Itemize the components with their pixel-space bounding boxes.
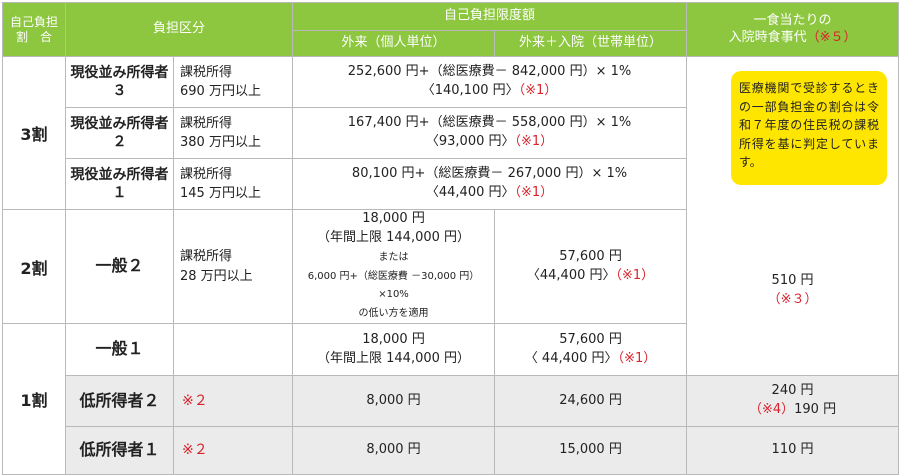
meal-low-income-1: 110 円	[686, 426, 900, 475]
header-category: 負担区分	[64, 2, 294, 57]
ratio-2: 2割	[2, 208, 66, 325]
both-low-income-2: 24,600 円	[494, 375, 688, 428]
note-low-income-2: ※２	[172, 375, 294, 428]
outpatient-low-income-1: 8,000 円	[292, 426, 496, 475]
both-ippan-1: 57,600 円〈 44,400 円〉（※1）	[494, 323, 688, 377]
outpatient-ippan-2: 18,000 円 （年間上限 144,000 円） または 6,000 円+（総…	[292, 208, 496, 325]
condition-genekinami-3: 課税所得 690 万円以上	[172, 56, 294, 108]
category-ippan-2: 一般２	[65, 208, 174, 325]
limit-genekinami-2: 167,400 円+（総医療費－ 558,000 円）× 1% 〈93,000 円…	[292, 107, 688, 159]
both-low-income-1: 15,000 円	[494, 426, 688, 475]
limit-genekinami-3: 252,600 円+（総医療費－ 842,000 円）× 1% 〈140,100 …	[292, 56, 688, 108]
outpatient-low-income-2: 8,000 円	[292, 375, 496, 428]
limit-genekinami-1: 80,100 円+（総医療費－ 267,000 円）× 1% 〈44,400 円〉…	[292, 158, 688, 210]
condition-ippan-2: 課税所得 28 万円以上	[172, 208, 294, 325]
ratio-1: 1割	[2, 323, 66, 475]
header-outpatient-inpatient: 外来＋入院（世帯単位）	[494, 30, 688, 57]
header-self-ratio: 自己負担割 合	[2, 2, 66, 57]
category-low-income-2: 低所得者２	[65, 375, 174, 428]
header-meal: 一食当たりの 入院時食事代（※５）	[686, 2, 900, 57]
category-genekinami-1: 現役並み所得者１	[65, 158, 174, 210]
income-judgement-note: 医療機関で受診するときの一部負担金の割合は令和７年度の住民税の課税所得を基に判定…	[731, 71, 887, 185]
note-low-income-1: ※２	[172, 426, 294, 475]
ratio-3: 3割	[2, 56, 66, 210]
outpatient-ippan-1: 18,000 円（年間上限 144,000 円）	[292, 323, 496, 377]
category-low-income-1: 低所得者１	[65, 426, 174, 475]
condition-ippan-1-empty	[172, 323, 294, 377]
category-ippan-1: 一般１	[65, 323, 174, 377]
condition-genekinami-2: 課税所得 380 万円以上	[172, 107, 294, 159]
category-genekinami-2: 現役並み所得者２	[65, 107, 174, 159]
meal-low-income-2: 240 円（※4）190 円	[686, 375, 900, 428]
condition-genekinami-1: 課税所得 145 万円以上	[172, 158, 294, 210]
both-ippan-2: 57,600 円〈44,400 円〉（※1）	[494, 208, 688, 325]
category-genekinami-3: 現役並み所得者３	[65, 56, 174, 108]
header-limit: 自己負担限度額	[292, 2, 688, 31]
header-outpatient: 外来（個人単位）	[292, 30, 496, 57]
